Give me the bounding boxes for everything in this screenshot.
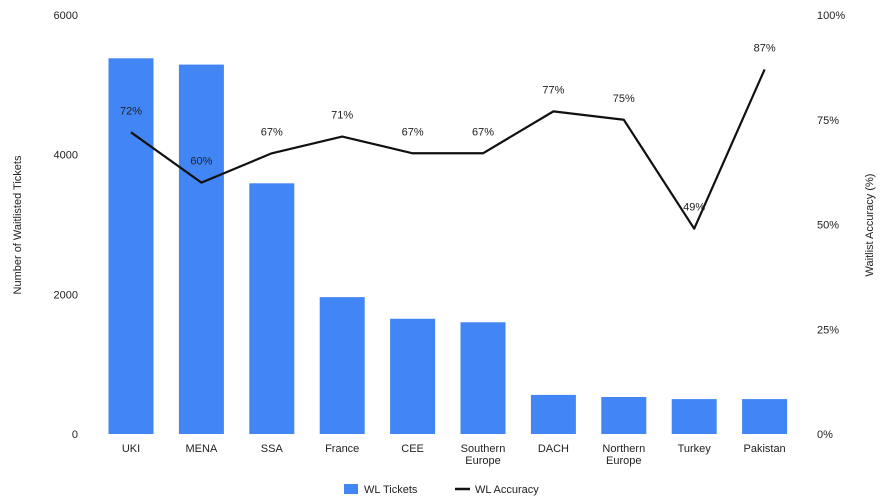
- category-label: Turkey: [678, 443, 712, 455]
- bar: [319, 297, 365, 434]
- y-right-tick-label: 100%: [817, 10, 845, 22]
- category-label: France: [325, 443, 359, 455]
- legend-swatch-wl-tickets: [344, 484, 358, 494]
- y-right-tick-label: 25%: [817, 324, 839, 336]
- accuracy-data-label: 67%: [472, 126, 494, 138]
- category-label: MENA: [186, 443, 218, 455]
- y-right-tick-label: 50%: [817, 220, 839, 232]
- accuracy-data-label: 72%: [120, 105, 142, 117]
- legend-label-wl-accuracy: WL Accuracy: [475, 484, 539, 496]
- bar: [742, 399, 788, 434]
- y-right-tick-label: 0%: [817, 429, 833, 441]
- category-label: Pakistan: [743, 443, 785, 455]
- category-labels: UKI MENA SSA France CEE Southern Europe DACH Nor…: [122, 443, 786, 467]
- y-left-tick-label: 2000: [54, 289, 78, 301]
- y-left-tick-label: 6000: [54, 10, 78, 22]
- bar: [601, 396, 647, 434]
- y-axis-right-title: Waitlist Accuracy (%): [864, 174, 876, 277]
- accuracy-data-label: 67%: [402, 126, 424, 138]
- left-axis-ticks: 0 2000 4000 6000: [54, 10, 78, 441]
- accuracy-data-label: 49%: [683, 202, 705, 214]
- right-axis-ticks: 0% 25% 50% 75% 100%: [817, 10, 845, 441]
- legend: WL Tickets WL Accuracy: [344, 484, 539, 496]
- bar: [390, 318, 436, 434]
- accuracy-data-label: 67%: [261, 126, 283, 138]
- y-axis-left-title: Number of Waitlisted Tickets: [12, 155, 24, 294]
- accuracy-data-label: 75%: [613, 93, 635, 105]
- bar-series: [108, 58, 788, 435]
- category-label: UKI: [122, 443, 140, 455]
- bar: [249, 183, 295, 434]
- bar: [178, 64, 224, 434]
- category-label: SSA: [261, 443, 284, 455]
- accuracy-data-label: 87%: [754, 42, 776, 54]
- bar: [460, 322, 506, 434]
- data-labels: 72% 60% 67% 71% 67% 67% 77% 75% 49% 87%: [120, 42, 776, 213]
- bar: [530, 394, 576, 434]
- category-label: CEE: [401, 443, 424, 455]
- legend-label-wl-tickets: WL Tickets: [364, 484, 418, 496]
- category-label: Northern Europe: [602, 443, 645, 467]
- category-label: DACH: [538, 443, 569, 455]
- accuracy-data-label: 60%: [190, 156, 212, 168]
- accuracy-line: [130, 69, 766, 230]
- y-left-tick-label: 0: [72, 429, 78, 441]
- bar: [108, 58, 154, 435]
- accuracy-data-label: 71%: [331, 110, 353, 122]
- accuracy-data-label: 77%: [542, 84, 564, 96]
- y-right-tick-label: 75%: [817, 115, 839, 127]
- y-left-tick-label: 4000: [54, 150, 78, 162]
- line-series: [130, 69, 766, 230]
- category-label: Southern Europe: [461, 443, 506, 467]
- bar: [671, 399, 717, 434]
